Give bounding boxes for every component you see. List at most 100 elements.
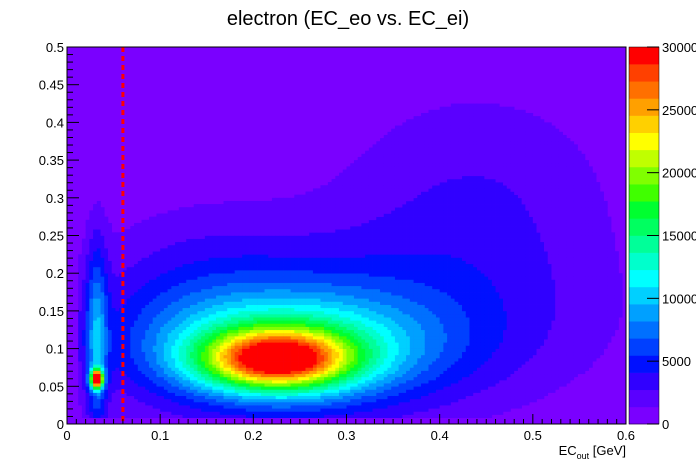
heatmap-cell <box>197 414 202 419</box>
heatmap-cell <box>268 310 273 315</box>
heatmap-cell <box>260 326 265 331</box>
heatmap-cell <box>137 229 142 233</box>
heatmap-cell <box>279 351 284 356</box>
heatmap-cell <box>186 351 191 356</box>
heatmap-cell <box>294 332 299 337</box>
heatmap-cell <box>145 392 150 397</box>
heatmap-cell <box>122 389 127 393</box>
heatmap-cell <box>78 386 83 390</box>
heatmap-cell <box>264 376 269 381</box>
heatmap-cell <box>286 213 291 217</box>
heatmap-cell <box>212 323 217 327</box>
heatmap-cell <box>130 405 135 409</box>
heatmap-cell <box>178 411 183 415</box>
heatmap-cell <box>160 257 165 261</box>
heatmap-cell <box>260 235 265 239</box>
chart-title: electron (EC_eo vs. EC_ei) <box>227 8 469 30</box>
heatmap-cell <box>346 367 351 371</box>
heatmap-cell <box>81 402 86 406</box>
heatmap-cell <box>283 395 288 400</box>
heatmap-cell <box>134 314 139 318</box>
heatmap-cell <box>312 367 317 371</box>
heatmap-cell <box>201 260 206 265</box>
heatmap-cell <box>189 251 195 255</box>
heatmap-cell <box>290 200 295 205</box>
heatmap-cell <box>294 260 299 265</box>
heatmap-cell <box>253 207 258 211</box>
heatmap-cell <box>189 364 195 368</box>
heatmap-cell <box>81 398 86 403</box>
heatmap-cell <box>234 282 239 287</box>
heatmap-cell <box>309 392 314 397</box>
heatmap-cell <box>100 367 105 371</box>
heatmap-cell <box>335 273 340 277</box>
heatmap-cell <box>104 386 109 390</box>
heatmap-cell <box>271 292 276 296</box>
heatmap-cell <box>204 364 209 368</box>
heatmap-cell <box>104 405 109 409</box>
heatmap-cell <box>234 414 239 419</box>
heatmap-cell <box>320 376 325 381</box>
heatmap-cell <box>230 288 235 293</box>
heatmap-cell <box>126 314 131 318</box>
heatmap-cell <box>279 244 284 249</box>
heatmap-cell <box>93 314 98 318</box>
heatmap-cell <box>230 336 235 340</box>
heatmap-cell <box>122 367 127 371</box>
heatmap-cell <box>160 232 165 236</box>
heatmap-cell <box>271 345 276 349</box>
heatmap-cell <box>100 398 105 403</box>
heatmap-cell <box>197 339 202 343</box>
heatmap-cell <box>253 266 258 271</box>
heatmap-cell <box>175 326 180 331</box>
heatmap-cell <box>230 216 235 221</box>
heatmap-cell <box>111 351 116 356</box>
heatmap-cell <box>230 314 235 318</box>
heatmap-cell <box>85 370 90 375</box>
heatmap-cell <box>271 317 276 321</box>
heatmap-cell <box>175 323 180 327</box>
heatmap-cell <box>234 323 239 327</box>
heatmap-cell <box>242 288 247 293</box>
heatmap-cell <box>130 235 135 239</box>
heatmap-cell <box>160 414 165 419</box>
heatmap-cell <box>85 254 90 258</box>
heatmap-cell <box>78 389 83 393</box>
heatmap-cell <box>268 358 273 362</box>
heatmap-cell <box>78 314 83 318</box>
heatmap-cell <box>335 207 340 211</box>
heatmap-cell <box>156 405 161 409</box>
heatmap-cell <box>93 339 98 343</box>
heatmap-cell <box>145 408 150 412</box>
heatmap-cell <box>230 339 235 343</box>
heatmap-cell <box>163 270 168 274</box>
heatmap-cell <box>316 276 321 280</box>
heatmap-cell <box>152 248 157 252</box>
heatmap-cell <box>275 273 280 277</box>
heatmap-cell <box>327 266 332 271</box>
heatmap-cell <box>81 336 86 340</box>
heatmap-cell <box>204 279 209 283</box>
heatmap-cell <box>294 389 299 393</box>
heatmap-cell <box>93 260 98 265</box>
heatmap-cell <box>171 254 176 258</box>
heatmap-cell <box>89 411 94 415</box>
heatmap-cell <box>216 238 221 243</box>
heatmap-cell <box>230 383 235 387</box>
heatmap-cell <box>163 229 168 233</box>
heatmap-cell <box>78 351 83 356</box>
heatmap-cell <box>286 402 291 406</box>
heatmap-cell <box>182 408 187 412</box>
heatmap-cell <box>324 326 329 331</box>
heatmap-cell <box>342 207 347 211</box>
heatmap-cell <box>264 301 269 305</box>
heatmap-cell <box>111 398 116 403</box>
heatmap-cell <box>223 244 228 249</box>
heatmap-cell <box>320 310 325 315</box>
heatmap-cell <box>189 354 195 359</box>
heatmap-cell <box>257 395 262 400</box>
heatmap-cell <box>148 414 154 419</box>
heatmap-cell <box>324 414 329 419</box>
heatmap-cell <box>238 260 243 265</box>
heatmap-cell <box>286 373 291 378</box>
